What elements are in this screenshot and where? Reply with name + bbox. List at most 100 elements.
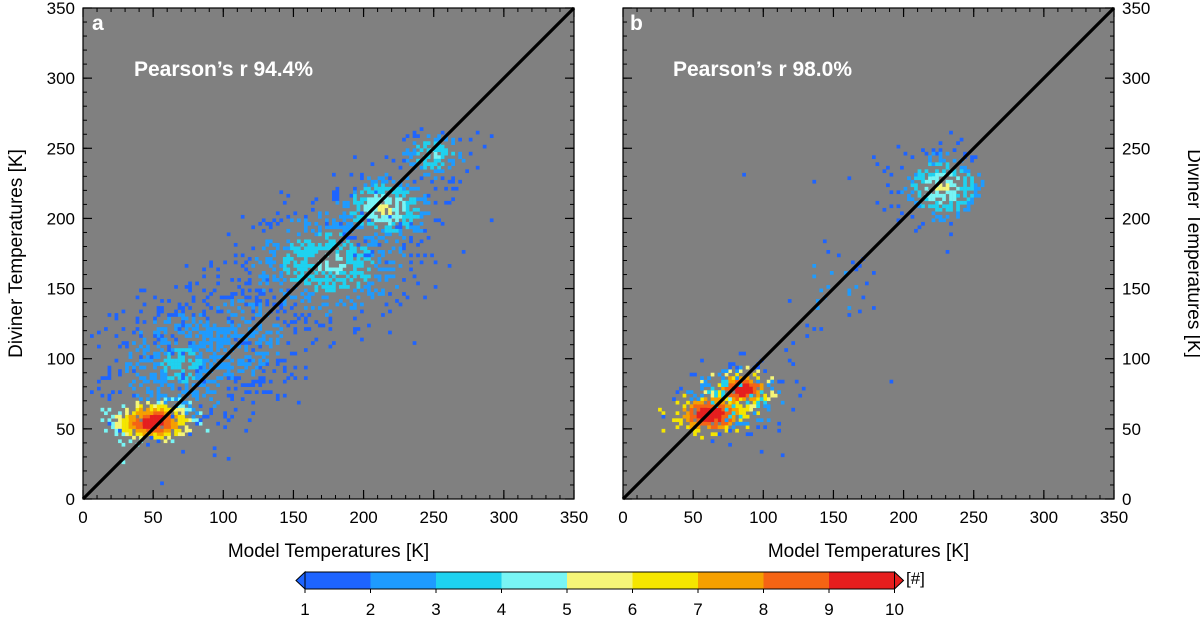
x-tick-label: 200 <box>349 508 377 527</box>
panel-a-density-cell <box>374 232 378 237</box>
panel-a-density-cell <box>349 235 354 240</box>
panel-b-density-cell <box>707 390 711 394</box>
panel-a-density-cell <box>367 221 371 226</box>
panel-a-density-cell <box>423 193 427 198</box>
panel-a-density-cell <box>370 260 375 265</box>
panel-b-density-cell <box>903 151 908 156</box>
panel-b-density-cell <box>749 393 753 398</box>
panel-a-density-cell <box>289 351 294 356</box>
panel-b-density-cell <box>773 393 778 398</box>
panel-a-density-cell <box>314 246 319 251</box>
panel-a-density-cell <box>293 295 298 300</box>
panel-a-density-cell <box>346 235 350 240</box>
panel-a-density-cell <box>282 292 287 296</box>
panel-b-density-cell <box>949 193 953 198</box>
panel-a-density-cell <box>381 214 385 219</box>
panel-a-density-cell <box>118 414 122 419</box>
panel-a-density-cell <box>149 372 154 377</box>
panel-a-density-cell <box>205 320 210 324</box>
panel-b-density-cell <box>714 425 718 430</box>
panel-a-density-cell <box>156 309 161 314</box>
panel-a-density-cell <box>202 323 206 328</box>
panel-a-density-cell <box>139 421 143 426</box>
panel-b-density-cell <box>742 407 746 412</box>
panel-b-density-cell <box>959 200 964 205</box>
panel-b-density-cell <box>749 397 753 401</box>
panel-a-density-cell <box>388 214 392 219</box>
panel-a-density-cell <box>282 309 287 314</box>
panel-a-density-cell <box>111 425 115 430</box>
panel-a-density-cell <box>324 281 329 286</box>
panel-a-density-cell <box>209 348 213 352</box>
panel-a-density-cell <box>405 221 410 226</box>
panel-a-density-cell <box>388 274 392 279</box>
panel-a-density-cell <box>332 197 336 202</box>
panel-a-density-cell <box>314 285 319 289</box>
panel-a-density-cell <box>195 376 199 380</box>
panel-b-density-cell <box>745 400 750 405</box>
panel-b-density-cell <box>686 414 690 419</box>
panel-b-density-cell <box>907 193 911 198</box>
panel-a-density-cell <box>142 351 147 356</box>
panel-a-density-cell <box>346 253 350 258</box>
panel-a-density-cell <box>146 390 150 394</box>
panel-a-density-cell <box>132 393 136 398</box>
panel-a-density-cell <box>177 379 182 384</box>
panel-a-density-cell <box>181 376 185 380</box>
panel-a-density-cell <box>412 274 417 279</box>
panel-a-density-cell <box>409 214 413 219</box>
panel-a-density-cell <box>181 421 185 426</box>
panel-b-density-cell <box>710 390 715 394</box>
panel-a-density-cell <box>174 428 178 433</box>
panel-a-density-cell <box>261 355 266 359</box>
panel-a-density-cell <box>363 285 368 289</box>
panel-a-density-cell <box>342 225 347 230</box>
panel-a-density-cell <box>240 288 245 293</box>
panel-a-density-cell <box>440 155 445 160</box>
panel-b-density-cell <box>770 393 775 398</box>
panel-b-density-cell <box>942 169 946 174</box>
panel-a-density-cell <box>384 267 389 272</box>
panel-a-density-cell <box>416 242 420 247</box>
panel-b-density-cell <box>735 397 739 401</box>
panel-b-density-cell <box>735 390 739 394</box>
panel-a-density-cell <box>114 358 119 363</box>
panel-b-density-cell <box>917 172 922 177</box>
panel-b-density-cell <box>721 393 725 398</box>
panel-b-density-cell <box>952 172 957 177</box>
panel-b-density-cell <box>973 193 978 198</box>
panel-a-density-cell <box>332 239 336 244</box>
panel-a-density-cell <box>258 288 263 293</box>
panel-a-density-cell <box>174 432 178 437</box>
panel-a-density-cell <box>174 341 178 345</box>
panel-a-density-cell <box>416 281 420 286</box>
panel-a-density-cell <box>412 225 417 230</box>
y-tick-label: 150 <box>47 280 75 299</box>
panel-a-density-cell <box>370 249 375 254</box>
panel-a-density-cell <box>356 207 361 212</box>
panel-a-density-cell <box>219 309 224 314</box>
panel-a-density-cell <box>209 407 213 412</box>
panel-b-density-cell <box>686 418 690 423</box>
panel-a-density-cell <box>198 372 203 377</box>
panel-a-density-cell <box>391 214 396 219</box>
panel-a-density-cell <box>142 411 147 416</box>
panel-b-density-cell <box>700 400 704 405</box>
panel-a-density-cell <box>216 365 220 370</box>
panel-b-density-cell <box>686 425 690 430</box>
panel-a-density-cell <box>296 246 301 251</box>
panel-a-density-cell <box>395 193 399 198</box>
panel-a-density-cell <box>170 397 175 401</box>
panel-a-density-cell <box>230 323 235 328</box>
panel-a-density-cell <box>223 260 227 265</box>
panel-b-density-cell <box>672 397 676 401</box>
panel-a-density-cell <box>398 302 403 307</box>
panel-a-density-cell <box>423 144 427 149</box>
panel-a-density-cell <box>170 418 175 423</box>
panel-a-density-cell <box>405 134 410 138</box>
panel-a-ylabel: Diviner Temperatures [K] <box>6 149 27 358</box>
panel-a-density-cell <box>332 274 336 279</box>
panel-a-density-cell <box>205 316 210 321</box>
panel-a-xlabel: Model Temperatures [K] <box>228 541 429 562</box>
panel-a-density-cell <box>202 274 206 279</box>
